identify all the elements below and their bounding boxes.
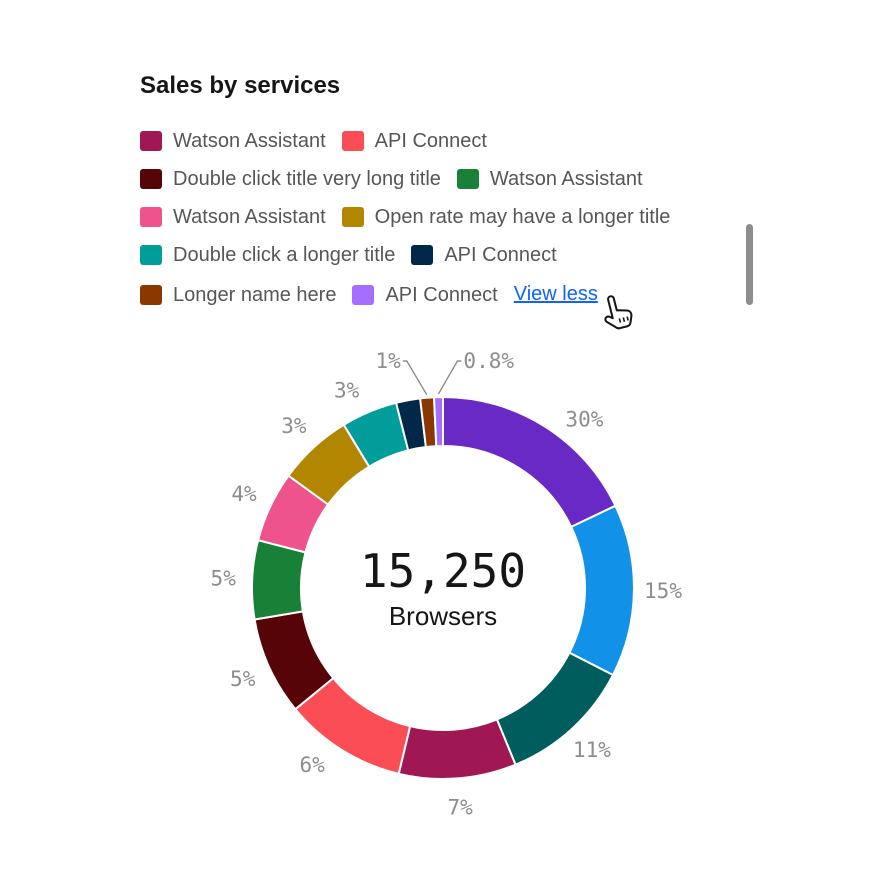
callout-leader-line (437, 360, 462, 395)
slice-percent-label: 15% (644, 579, 682, 603)
legend-swatch (140, 245, 162, 265)
legend-row: Longer name here API Connect View less (140, 283, 670, 306)
view-less-link[interactable]: View less (513, 283, 598, 305)
legend-swatch (140, 131, 162, 151)
center-total-value: 15,250 (360, 544, 526, 598)
legend-item[interactable]: API Connect (352, 283, 498, 306)
legend-item-label: Open rate may have a longer title (374, 206, 671, 228)
slice-percent-label: 6% (299, 753, 325, 777)
chart-title: Sales by services (140, 72, 341, 99)
legend-item-label: Double click title very long title (173, 168, 441, 190)
legend-row: Double click a longer title API Connect (140, 245, 670, 265)
donut-percent-labels: 30% 15% 11% 7% 6% 5% 5% 4% 3% 3% 1% 0.8% (211, 349, 683, 819)
legend-item-label: Watson Assistant (489, 168, 643, 190)
legend-item[interactable]: Double click a longer title (140, 245, 395, 265)
legend-item-label: Watson Assistant (173, 130, 326, 152)
legend-item-label: API Connect (385, 283, 498, 306)
legend-item[interactable]: Longer name here (140, 283, 337, 306)
legend-item[interactable]: Watson Assistant (140, 207, 326, 227)
legend-swatch (341, 207, 364, 227)
slice-percent-label: 5% (211, 566, 237, 590)
slice-percent-label: 7% (447, 795, 473, 819)
slice-percent-label: 3% (334, 378, 360, 402)
hand-cursor-icon (604, 295, 633, 330)
legend-item[interactable]: Watson Assistant (456, 168, 643, 190)
legend-item-label: API Connect (444, 244, 557, 266)
slice-percent-label: 3% (281, 414, 307, 438)
legend-item[interactable]: API Connect (341, 130, 487, 152)
callout-leader-line (402, 360, 428, 396)
legend-scrollbar-thumb[interactable] (746, 224, 753, 305)
legend-row: Watson Assistant API Connect (140, 131, 670, 151)
legend-item[interactable]: Open rate may have a longer title (341, 206, 671, 228)
legend-item[interactable]: Watson Assistant (140, 131, 326, 151)
slice-percent-label: 30% (565, 408, 603, 432)
legend-swatch (456, 169, 479, 189)
slice-percent-label: 11% (573, 738, 611, 762)
legend-swatch (140, 207, 162, 227)
slice-percent-label: 5% (230, 667, 256, 691)
legend-item[interactable]: Double click title very long title (140, 169, 441, 189)
legend-row: Double click title very long title Watson… (140, 169, 670, 189)
slice-percent-label: 1% (375, 349, 401, 373)
legend-swatch (341, 131, 364, 151)
legend-item-label: API Connect (374, 130, 487, 152)
donut-slice[interactable] (568, 504, 635, 676)
donut-slices (251, 395, 635, 780)
legend-swatch (140, 284, 162, 305)
donut-slice[interactable] (397, 718, 517, 780)
donut-slice[interactable] (433, 395, 444, 448)
legend-item-label: Double click a longer title (173, 244, 396, 266)
slice-percent-label: 0.8% (463, 349, 514, 373)
center-total-label: Browsers (389, 601, 497, 631)
slice-percent-label: 4% (231, 482, 257, 506)
legend-item-label: Longer name here (173, 283, 337, 306)
legend-row: Watson Assistant Open rate may have a lon… (140, 207, 670, 227)
legend-swatch (140, 169, 162, 189)
legend: Watson Assistant API Connect Double click … (140, 131, 670, 306)
legend-item[interactable]: API Connect (411, 244, 557, 266)
legend-swatch (352, 284, 375, 305)
legend-swatch (411, 245, 434, 265)
donut-slice[interactable] (251, 539, 307, 621)
legend-item-label: Watson Assistant (173, 206, 326, 228)
